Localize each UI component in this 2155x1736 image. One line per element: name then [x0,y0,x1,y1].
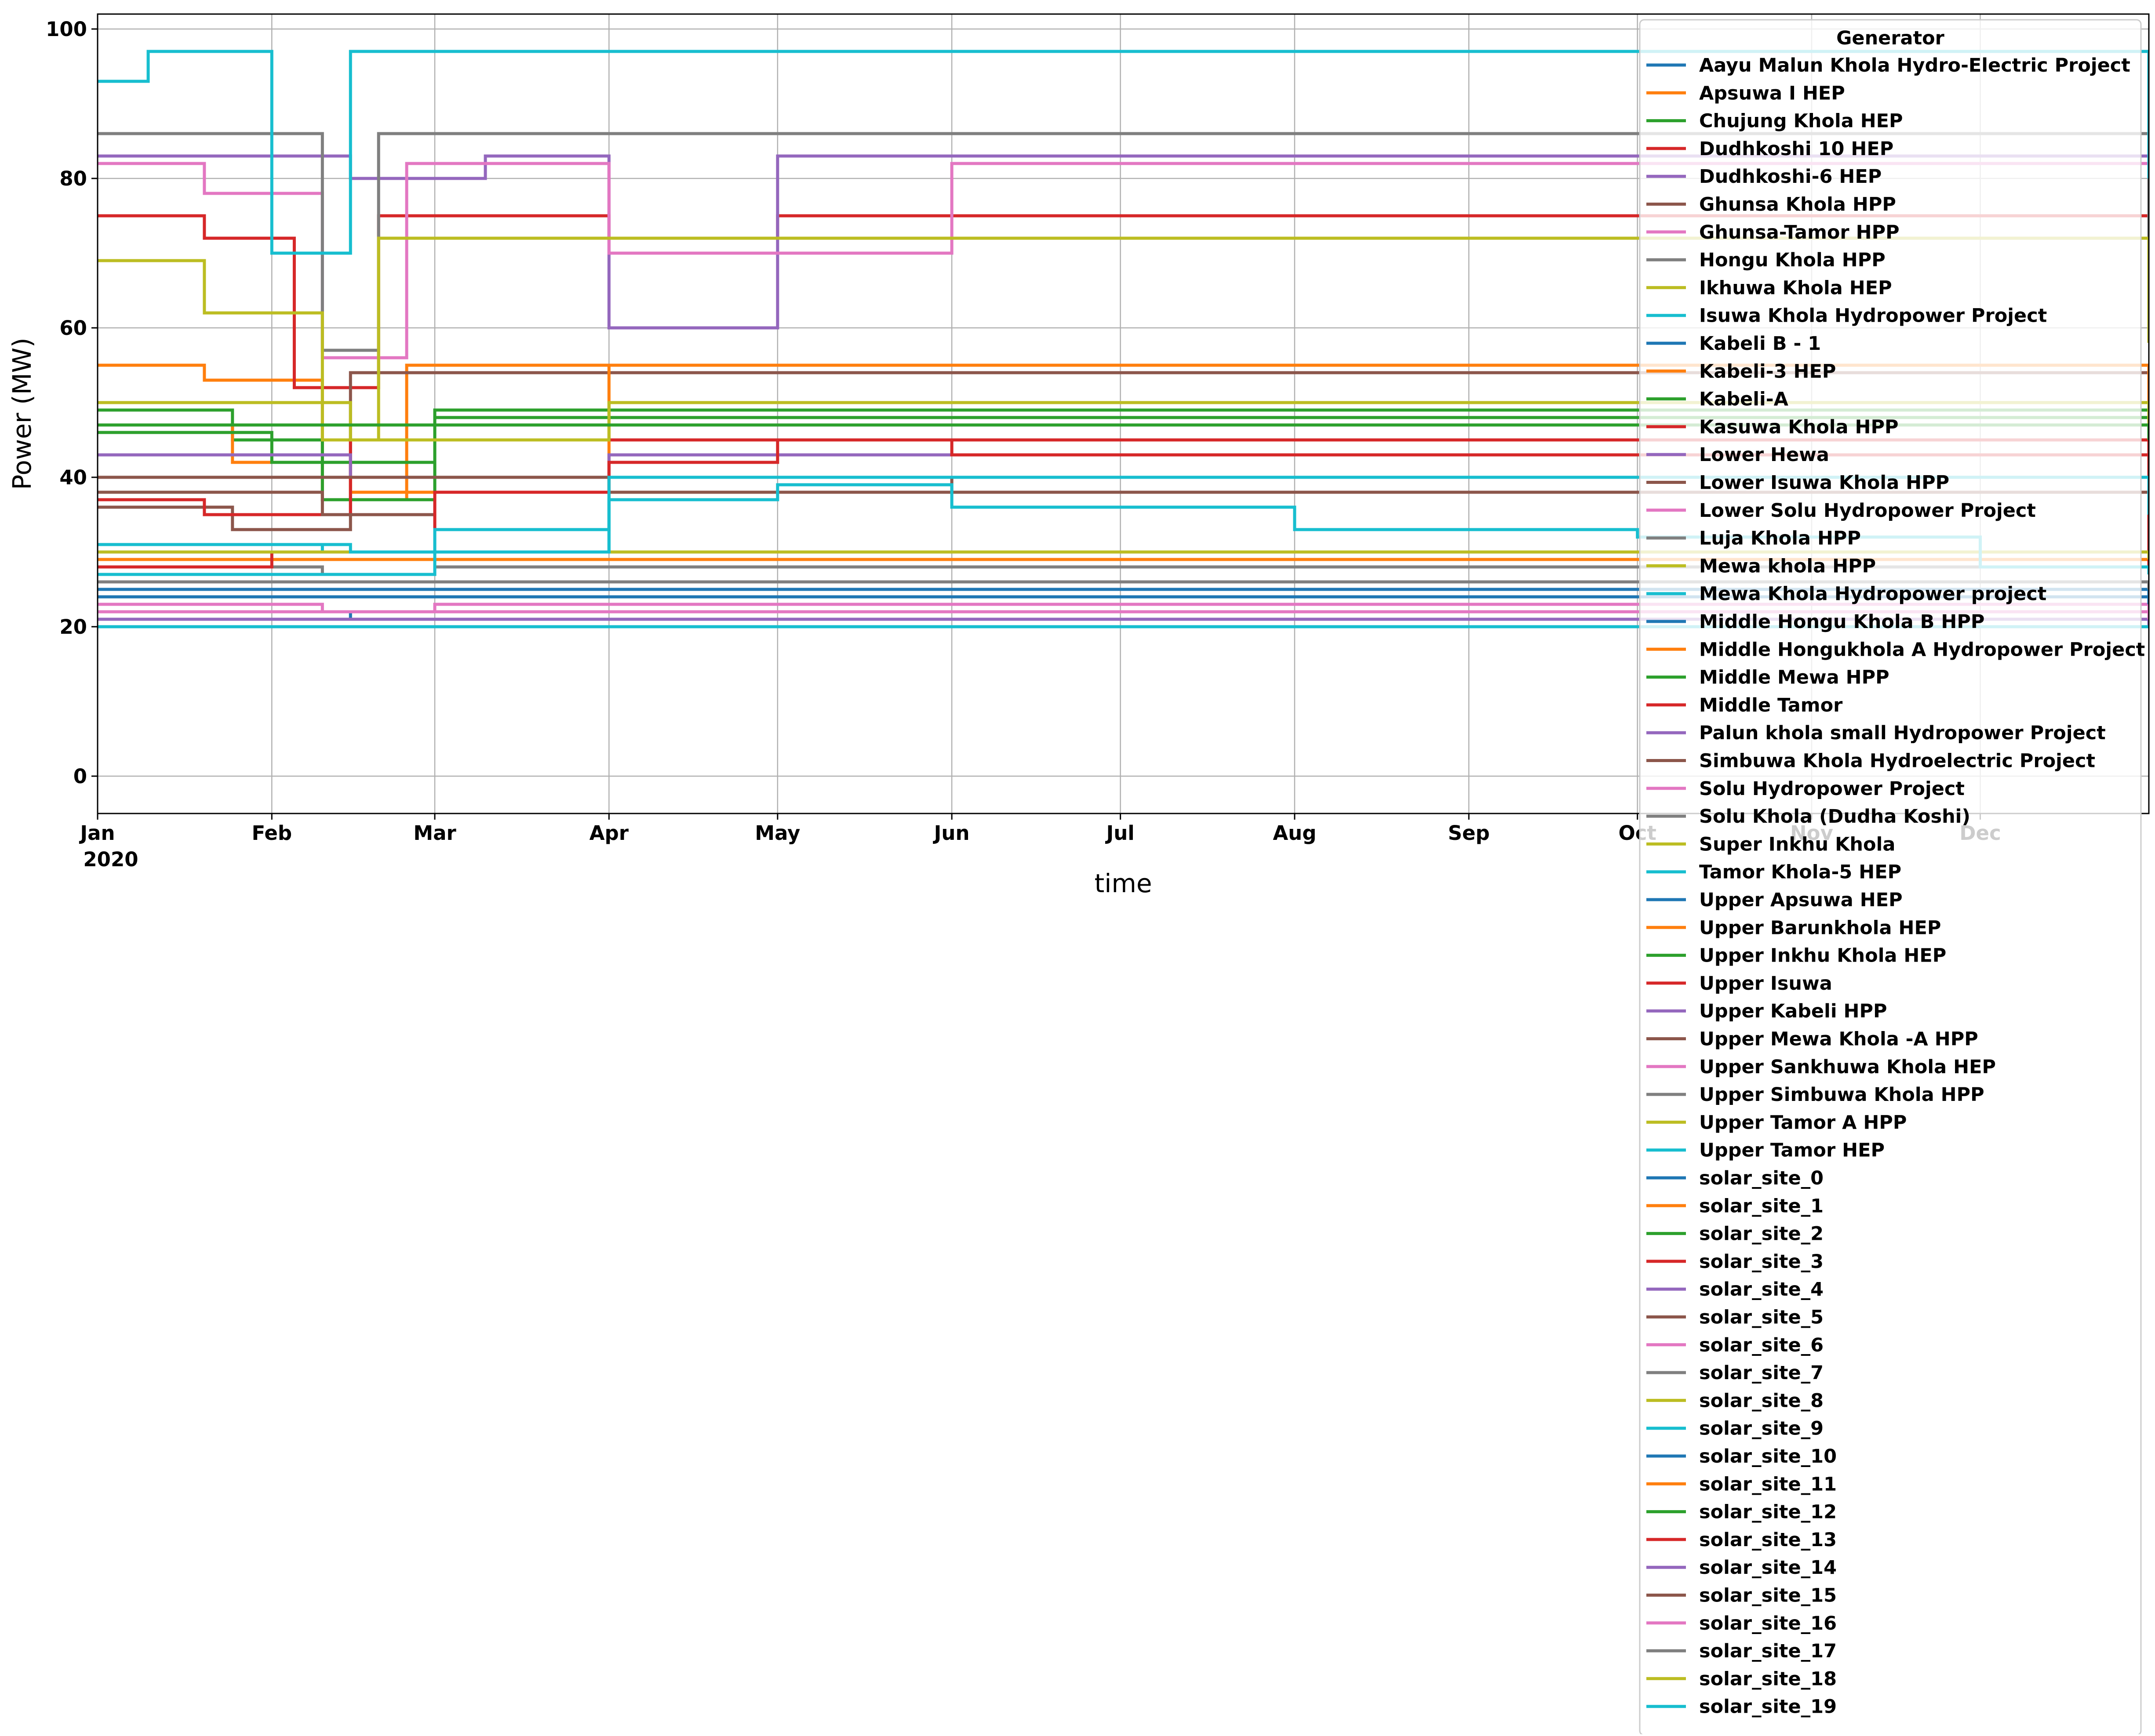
legend-label: Palun khola small Hydropower Project [1699,722,2106,744]
y-tick-label: 100 [46,18,87,41]
series-line-21 [98,558,2149,567]
legend-label: solar_site_14 [1699,1557,1837,1579]
legend: Generator Aayu Malun Khola Hydro-Electri… [1639,19,2145,1736]
legend-label: Ghunsa Khola HPP [1699,194,1896,216]
legend-title: Generator [1836,27,1945,49]
legend-label: solar_site_11 [1699,1473,1837,1495]
legend-label: solar_site_9 [1699,1418,1824,1440]
legend-label: Middle Mewa HPP [1699,667,1889,689]
y-tick-label: 20 [59,615,87,639]
x-tick-label: May [755,821,800,845]
legend-items: Aayu Malun Khola Hydro-Electric Project A… [1646,54,2145,1718]
x-tick-label: Jul [1105,821,1134,845]
series-line-20 [98,595,2149,604]
legend-label: Lower Solu Hydropower Project [1699,500,2036,522]
legend-label: Upper Sankhuwa Khola HEP [1699,1056,1996,1078]
y-axis-label: Power (MW) [7,338,37,490]
legend-label: Ikhuwa Khola HEP [1699,277,1892,299]
legend-label: Kabeli B - 1 [1699,333,1821,355]
x-tick-label: Apr [590,821,629,845]
legend-label: Hongu Khola HPP [1699,249,1886,271]
legend-label: solar_site_7 [1699,1362,1824,1384]
legend-label: Mewa khola HPP [1699,555,1876,577]
x-tick-label: Jun [933,821,970,845]
legend-label: Middle Tamor [1699,694,1843,716]
y-tick-label: 40 [59,466,87,489]
y-tick-label: 60 [59,316,87,340]
series-line-26 [98,610,2149,619]
series-line-10 [98,588,2149,597]
series-line-24 [98,617,2149,627]
legend-label: solar_site_12 [1699,1501,1837,1523]
x-tick-label: Feb [251,821,292,845]
legend-label: Isuwa Khola Hydropower Project [1699,305,2047,327]
legend-label: Upper Barunkhola HEP [1699,917,1941,939]
legend-label: Tamor Khola-5 HEP [1699,861,1901,883]
legend-label: solar_site_2 [1699,1223,1824,1245]
legend-label: Luja Khola HPP [1699,527,1861,549]
legend-label: Mewa Khola Hydropower project [1699,583,2046,605]
x-tick-label: Jan [79,821,115,845]
legend-label: Solu Khola (Dudha Koshi) [1699,806,1970,828]
legend-label: solar_site_17 [1699,1640,1837,1662]
legend-label: solar_site_19 [1699,1696,1837,1718]
x-tick-sublabel: 2020 [83,848,138,871]
legend-label: Apsuwa I HEP [1699,82,1845,104]
x-axis-label: time [1094,868,1152,898]
legend-label: solar_site_1 [1699,1195,1824,1217]
legend-label: solar_site_18 [1699,1668,1837,1690]
legend-label: Upper Kabeli HPP [1699,1000,1887,1022]
legend-label: Middle Hongu Khola B HPP [1699,611,1984,633]
legend-label: Kabeli-A [1699,389,1789,410]
legend-label: solar_site_0 [1699,1167,1824,1189]
x-tick-label: Aug [1273,821,1316,845]
legend-label: Solu Hydropower Project [1699,778,1965,800]
legend-label: solar_site_16 [1699,1613,1837,1634]
series-line-22 [98,423,2149,440]
legend-label: Lower Isuwa Khola HPP [1699,472,1949,494]
legend-label: Upper Tamor HEP [1699,1140,1885,1162]
legend-label: solar_site_8 [1699,1390,1824,1412]
series-line-27 [98,580,2149,589]
legend-label: Chujung Khola HEP [1699,110,1903,132]
legend-label: Upper Isuwa [1699,973,1832,995]
legend-label: Dudhkoshi 10 HEP [1699,138,1893,160]
legend-label: solar_site_13 [1699,1529,1837,1551]
legend-label: Upper Simbuwa Khola HPP [1699,1084,1984,1106]
legend-label: Lower Hewa [1699,444,1829,466]
legend-label: Kasuwa Khola HPP [1699,416,1898,438]
legend-label: Upper Tamor A HPP [1699,1111,1907,1133]
legend-label: Aayu Malun Khola Hydro-Electric Project [1699,54,2130,76]
legend-label: Kabeli-3 HEP [1699,360,1836,382]
legend-label: Ghunsa-Tamor HPP [1699,222,1900,243]
legend-label: Simbuwa Khola Hydroelectric Project [1699,750,2095,772]
legend-label: Super Inkhu Khola [1699,833,1895,855]
legend-label: solar_site_6 [1699,1334,1824,1356]
legend-label: solar_site_4 [1699,1278,1824,1300]
y-tick-label: 0 [73,765,87,788]
y-tick-label: 80 [59,167,87,190]
legend-label: Middle Hongukhola A Hydropower Project [1699,639,2145,661]
x-tick-label: Sep [1448,821,1490,845]
legend-label: solar_site_10 [1699,1445,1837,1467]
legend-label: Upper Inkhu Khola HEP [1699,945,1946,967]
axes-frame [97,13,2150,814]
series-line-19 [98,50,2149,255]
legend-label: solar_site_15 [1699,1585,1837,1607]
legend-label: solar_site_3 [1699,1251,1824,1273]
legend-label: Upper Mewa Khola -A HPP [1699,1028,1978,1050]
legend-label: Dudhkoshi-6 HEP [1699,166,1882,188]
legend-label: Upper Apsuwa HEP [1699,889,1903,911]
x-tick-label: Mar [413,821,456,845]
legend-label: solar_site_5 [1699,1307,1824,1329]
